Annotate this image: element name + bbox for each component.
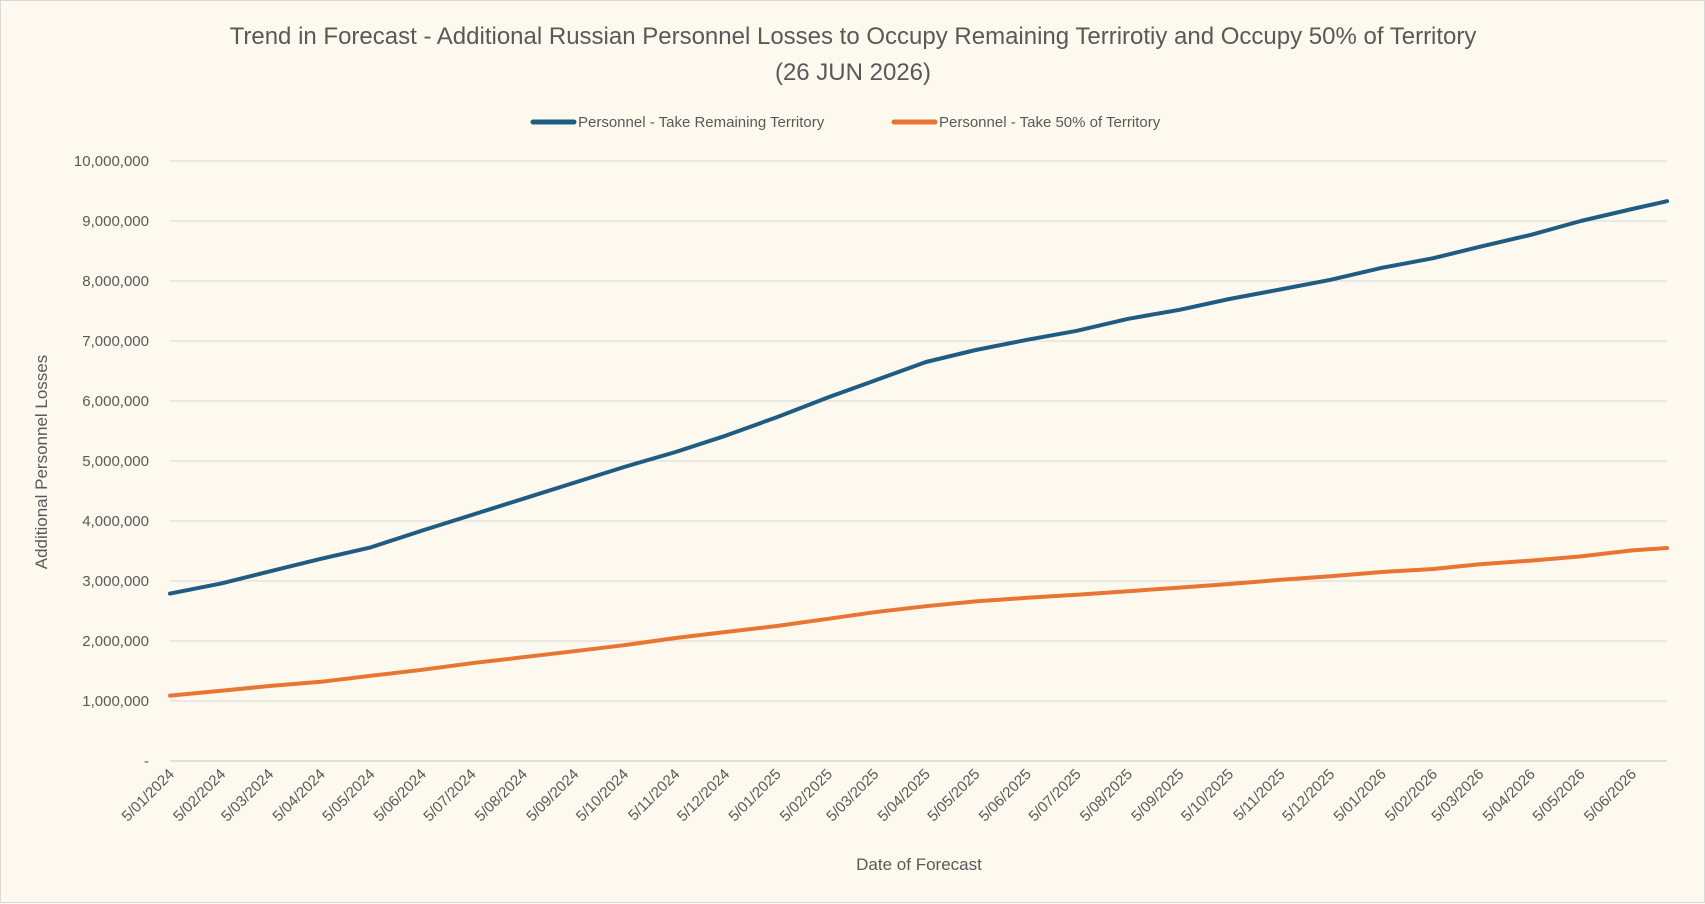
x-tick-label: 5/04/2024 [269, 766, 328, 825]
x-tick-label: 5/09/2025 [1128, 766, 1187, 825]
x-tick-label: 5/01/2024 [119, 766, 178, 825]
x-tick-label: 5/04/2026 [1480, 766, 1539, 825]
x-tick-label: 5/04/2025 [875, 766, 934, 825]
y-axis-tick-labels: - 1,000,000 2,000,000 3,000,000 4,000,000 5,0… [74, 153, 149, 770]
legend-label-series-2: Personnel - Take 50% of Territory [939, 114, 1161, 131]
x-tick-label: 5/05/2024 [319, 766, 378, 825]
x-tick-label: 5/10/2025 [1178, 766, 1237, 825]
series-line-1 [168, 199, 1669, 596]
y-tick-label: 7,000,000 [82, 333, 149, 350]
legend: Personnel - Take Remaining Territory Per… [530, 114, 1161, 131]
series-lines [168, 199, 1669, 698]
y-tick-label: - [144, 753, 149, 770]
x-tick-label: 5/11/2024 [625, 766, 683, 824]
x-tick-label: 5/05/2025 [924, 766, 983, 825]
x-tick-label: 5/06/2026 [1581, 766, 1640, 825]
x-tick-label: 5/09/2024 [523, 766, 582, 825]
y-tick-label: 6,000,000 [82, 393, 149, 410]
chart-subtitle: (26 JUN 2026) [775, 59, 931, 86]
x-tick-label: 5/06/2024 [371, 766, 430, 825]
x-tick-label: 5/03/2024 [218, 766, 277, 825]
x-tick-label: 5/12/2024 [674, 766, 733, 825]
legend-label-series-1: Personnel - Take Remaining Territory [578, 114, 825, 131]
x-tick-label: 5/08/2025 [1077, 766, 1136, 825]
x-tick-label: 5/07/2025 [1025, 766, 1084, 825]
x-tick-label: 5/08/2024 [472, 766, 531, 825]
x-axis-title: Date of Forecast [856, 855, 982, 874]
y-tick-label: 8,000,000 [82, 273, 149, 290]
x-tick-label: 5/11/2025 [1230, 766, 1288, 824]
x-tick-label: 5/01/2026 [1330, 766, 1389, 825]
x-tick-label: 5/12/2025 [1279, 766, 1338, 825]
series-line-2 [168, 546, 1669, 698]
y-tick-label: 9,000,000 [82, 213, 149, 230]
x-tick-label: 5/06/2025 [976, 766, 1035, 825]
x-tick-label: 5/10/2024 [573, 766, 632, 825]
y-tick-label: 10,000,000 [74, 153, 149, 170]
chart-title: Trend in Forecast - Additional Russian P… [230, 23, 1477, 50]
x-tick-label: 5/07/2024 [420, 766, 479, 825]
y-tick-label: 5,000,000 [82, 453, 149, 470]
x-axis-tick-labels: 5/01/20245/02/20245/03/20245/04/20245/05… [119, 766, 1640, 825]
gridlines [170, 160, 1667, 762]
x-tick-label: 5/05/2026 [1529, 766, 1588, 825]
y-tick-label: 3,000,000 [82, 573, 149, 590]
y-tick-label: 1,000,000 [82, 693, 149, 710]
y-tick-label: 4,000,000 [82, 513, 149, 530]
y-axis-title: Additional Personnel Losses [32, 355, 51, 570]
x-tick-label: 5/01/2025 [725, 766, 784, 825]
y-tick-label: 2,000,000 [82, 633, 149, 650]
